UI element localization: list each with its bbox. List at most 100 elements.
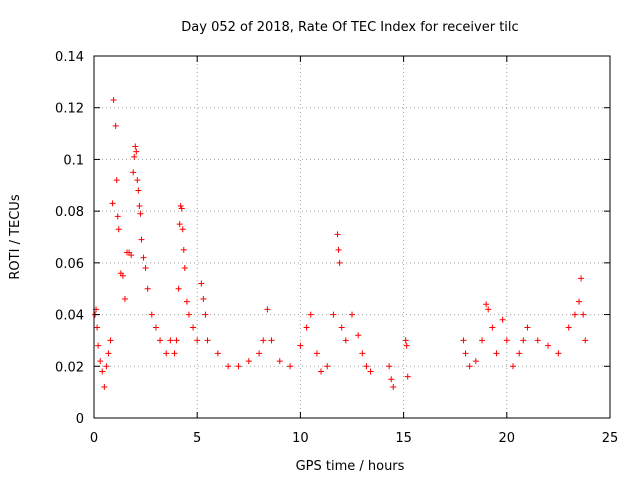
data-point [582,337,589,344]
data-point [287,363,294,370]
data-point [313,350,320,357]
data-point [177,202,184,209]
data-point [95,342,102,349]
data-points [92,96,589,390]
x-tick-label: 15 [395,431,412,446]
chart-title: Day 052 of 2018, Rate Of TEC Index for r… [181,20,518,35]
data-point [176,221,183,228]
y-tick-label: 0.12 [55,102,84,117]
data-point [534,337,541,344]
data-point [403,342,410,349]
data-point [571,311,578,318]
data-point [175,285,182,292]
data-point [489,324,496,331]
data-point [338,324,345,331]
data-point [109,200,116,207]
data-point [148,311,155,318]
y-tick-label: 0.06 [55,257,84,272]
data-point [133,148,140,155]
data-point [190,324,197,331]
data-point [367,368,374,375]
data-point [179,226,186,233]
data-point [363,363,370,370]
data-point [402,337,409,344]
data-point [276,358,283,365]
data-point [324,363,331,370]
data-point [128,252,135,259]
data-point [152,324,159,331]
data-point [256,350,263,357]
data-point [503,337,510,344]
y-tick-label: 0.04 [55,309,84,324]
data-point [245,358,252,365]
data-point [493,350,500,357]
y-tick-label: 0 [76,412,84,427]
data-point [225,363,232,370]
data-point [130,169,137,176]
data-point [359,350,366,357]
data-point [173,337,180,344]
data-point [105,350,112,357]
data-point [163,350,170,357]
plot-frame [93,55,611,419]
data-point [355,332,362,339]
data-point [460,337,467,344]
data-point [520,337,527,344]
x-tick-label: 20 [499,431,516,446]
y-tick-label: 0.08 [55,205,84,220]
data-point [200,296,207,303]
y-tick-label: 0.14 [55,50,84,65]
data-point [198,280,205,287]
data-point [485,306,492,313]
data-point [336,259,343,266]
data-point [580,311,587,318]
data-point [499,316,506,323]
data-point [185,311,192,318]
data-point [119,272,126,279]
data-point [268,337,275,344]
data-point [112,122,119,129]
data-point [180,246,187,253]
data-point [318,368,325,375]
data-point [578,275,585,282]
data-point [516,350,523,357]
grid-lines [94,56,610,418]
data-point [110,96,117,103]
data-point [472,358,479,365]
data-point [202,311,209,318]
data-point [171,350,178,357]
data-point [388,376,395,383]
data-point [103,363,110,370]
data-point [113,177,120,184]
x-tick-label: 10 [292,431,309,446]
data-point [565,324,572,331]
data-point [138,236,145,243]
data-point [194,337,201,344]
data-point [335,246,342,253]
y-tick-label: 0.1 [63,153,84,168]
data-point [479,337,486,344]
data-point [214,350,221,357]
x-tick-label: 0 [90,431,98,446]
data-point [330,311,337,318]
data-point [99,368,106,375]
data-point [94,324,101,331]
x-tick-label: 5 [193,431,201,446]
data-point [509,363,516,370]
data-point [264,306,271,313]
data-point [144,285,151,292]
data-point [483,301,490,308]
data-point [157,337,164,344]
data-point [303,324,310,331]
data-point [307,311,314,318]
data-point [297,342,304,349]
data-point [260,337,267,344]
data-point [183,298,190,305]
data-point [466,363,473,370]
data-point [462,350,469,357]
x-axis-label: GPS time / hours [296,459,405,474]
data-point [137,210,144,217]
axis-ticks: 0 5 10 15 20 25 0 0.02 0.04 0.06 0.08 0.1 0.12 0.14 [55,50,618,446]
data-point [204,337,211,344]
data-point [115,226,122,233]
